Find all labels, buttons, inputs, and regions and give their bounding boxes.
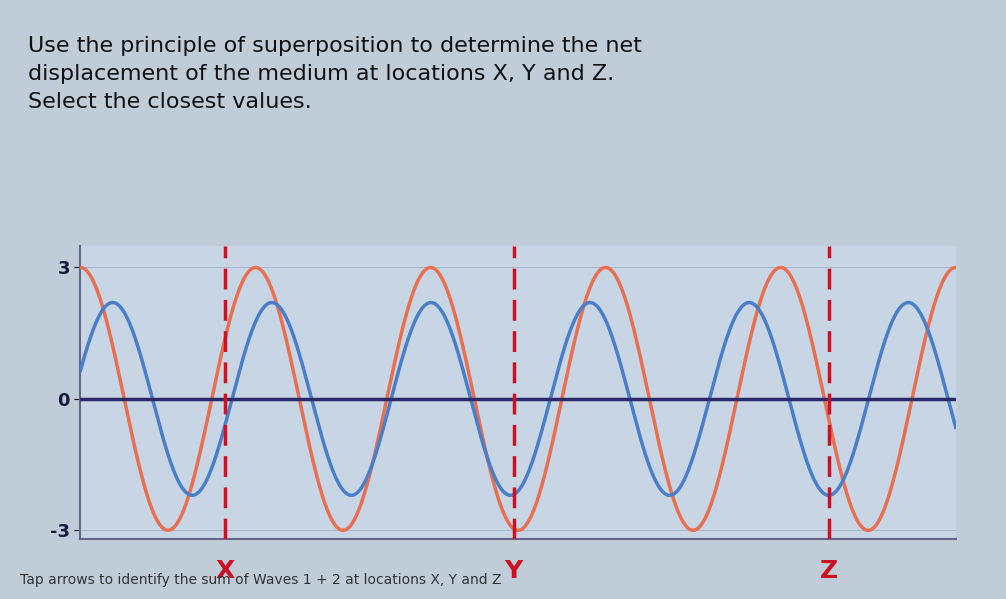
Text: Tap arrows to identify the sum of Waves 1 + 2 at locations X, Y and Z: Tap arrows to identify the sum of Waves … (20, 573, 502, 587)
Text: X: X (215, 559, 234, 583)
Text: Y: Y (505, 559, 523, 583)
Text: Use the principle of superposition to determine the net
displacement of the medi: Use the principle of superposition to de… (28, 36, 642, 111)
Text: Z: Z (820, 559, 838, 583)
